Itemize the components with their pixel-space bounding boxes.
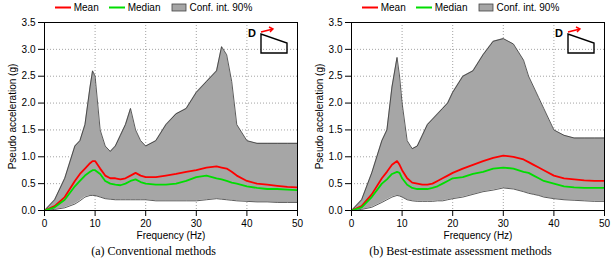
svg-text:10: 10 bbox=[90, 218, 102, 229]
svg-text:1.5: 1.5 bbox=[329, 124, 343, 135]
svg-text:3.0: 3.0 bbox=[22, 44, 36, 55]
svg-text:0: 0 bbox=[42, 218, 48, 229]
svg-text:1.0: 1.0 bbox=[22, 151, 36, 162]
svg-text:D: D bbox=[555, 27, 563, 39]
html-text:Conf. int. 90%: Conf. int. 90% bbox=[496, 1, 560, 13]
svg-text:20: 20 bbox=[447, 218, 459, 229]
html-text:Mean: Mean bbox=[380, 1, 406, 13]
svg-text:50: 50 bbox=[599, 218, 611, 229]
svg-text:2.5: 2.5 bbox=[329, 70, 343, 81]
svg-text:20: 20 bbox=[140, 218, 152, 229]
svg-text:0: 0 bbox=[349, 218, 355, 229]
svg-text:2.0: 2.0 bbox=[329, 97, 343, 108]
svg-text:40: 40 bbox=[548, 218, 560, 229]
svg-text:0.0: 0.0 bbox=[22, 205, 36, 216]
svg-text:40: 40 bbox=[241, 218, 253, 229]
svg-text:50: 50 bbox=[292, 218, 304, 229]
html-text:Conf. int. 90%: Conf. int. 90% bbox=[189, 1, 253, 13]
svg-text:10: 10 bbox=[397, 218, 409, 229]
svg-text:0.5: 0.5 bbox=[22, 178, 36, 189]
html-text:Mean: Mean bbox=[73, 1, 99, 13]
svg-text:1.0: 1.0 bbox=[329, 151, 343, 162]
svg-text:D: D bbox=[248, 27, 256, 39]
svg-text:Pseudo acceleration (g): Pseudo acceleration (g) bbox=[7, 64, 18, 170]
svg-text:2.0: 2.0 bbox=[22, 97, 36, 108]
svg-text:1.5: 1.5 bbox=[22, 124, 36, 135]
html-text:(b) Best-estimate assessment m: (b) Best-estimate assessment methods bbox=[369, 244, 552, 258]
svg-text:30: 30 bbox=[191, 218, 203, 229]
svg-text:Frequency (Hz): Frequency (Hz) bbox=[137, 230, 206, 241]
svg-text:2.5: 2.5 bbox=[22, 70, 36, 81]
svg-text:3.5: 3.5 bbox=[22, 17, 36, 28]
svg-text:Frequency (Hz): Frequency (Hz) bbox=[444, 230, 513, 241]
svg-text:0.0: 0.0 bbox=[329, 205, 343, 216]
svg-text:3.0: 3.0 bbox=[329, 44, 343, 55]
svg-text:3.5: 3.5 bbox=[329, 17, 343, 28]
html-text:Median: Median bbox=[434, 1, 468, 13]
svg-text:30: 30 bbox=[498, 218, 510, 229]
svg-text:0.5: 0.5 bbox=[329, 178, 343, 189]
html-text:(a) Conventional methods: (a) Conventional methods bbox=[91, 244, 216, 258]
html-text:Median: Median bbox=[127, 1, 161, 13]
svg-text:Pseudo acceleration (g): Pseudo acceleration (g) bbox=[314, 64, 325, 170]
